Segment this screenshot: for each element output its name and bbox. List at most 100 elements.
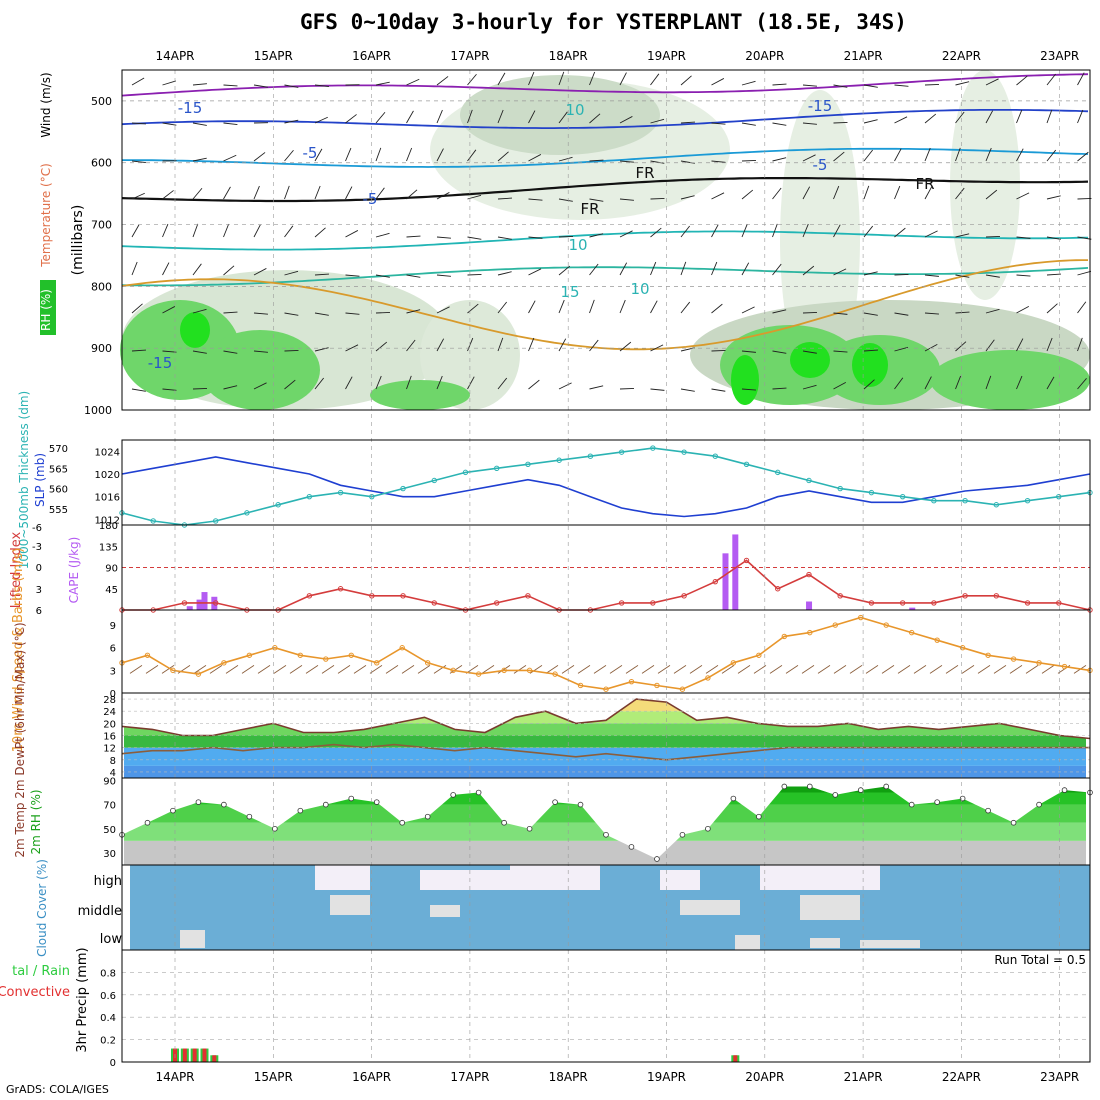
wind-barb [131,160,146,164]
rh-marker [883,783,890,790]
wind-barb [650,261,657,276]
wind10-barb [337,665,351,674]
wind-barb [1077,151,1089,162]
date-tick-top: 22APR [942,49,981,63]
wind10-barb [1009,665,1023,674]
wind-barb [619,160,634,163]
wind-barb [162,80,177,86]
li-line [122,559,1091,611]
wind10-barb [289,665,303,674]
wind-barb [558,265,571,276]
rh-marker [450,792,456,798]
date-tick-top: 16APR [352,49,391,63]
wind-barb [436,274,451,277]
contour-label: FR [915,175,934,193]
ua-ytick: 800 [91,280,112,293]
wind10-barb [1041,665,1055,674]
wind-barb [833,84,848,88]
wind-barb [863,185,870,200]
contour-label: -5 [363,190,378,208]
wind10-barb [721,665,735,674]
wind-barb [467,303,479,314]
cloud-patch [330,895,370,915]
date-tick-bottom: 16APR [352,1070,391,1084]
wind-barb [924,312,939,315]
cloud-background [130,865,1090,950]
wind-barb [711,350,726,352]
wind-barb [284,312,299,316]
cloud-row-label: high [94,874,122,889]
precip-conv-bar [212,1055,217,1062]
li-line-marker [775,586,781,592]
wind-barb [711,224,719,238]
wind-barb [833,121,848,124]
wind-barb [131,77,145,86]
wind-barb [1046,273,1061,276]
wind-barb [619,116,633,124]
contour-label: FR [580,200,599,218]
wind-barb [680,75,692,86]
date-tick-bottom: 23APR [1040,1070,1079,1084]
rh-marker [985,807,991,814]
ua-ytick: 500 [91,95,112,108]
wind-barb [406,189,418,200]
cloud-patch [760,865,880,890]
wind10-barb [849,665,863,674]
contour-label: 10 [565,101,584,119]
wind-barb [375,81,390,86]
rh-marker [730,795,737,802]
wind10-barb [705,665,719,674]
cloud-row-label: low [100,932,123,947]
rh-marker [348,795,355,802]
wind-barb [833,224,841,238]
wind-barb [833,151,845,162]
wind-barb [162,350,177,353]
temp-ytick: 20 [103,719,116,730]
wind10-barb [897,665,911,674]
wind10-barb [129,665,143,674]
wind-barb [772,187,782,200]
wind-barb [528,110,536,124]
wind10-barb [801,665,815,674]
wind-barb [985,308,1000,314]
wind-barb [223,186,231,200]
panel-frame [121,439,1091,526]
wind-barb [467,73,477,86]
wind-barb [406,339,416,352]
wind-barb [924,230,938,238]
rh-label: RH (%) [39,289,53,331]
wind-barb [589,159,604,162]
wind-barb [589,198,604,202]
wind10-barb [625,665,639,674]
wind-barb [223,223,230,238]
precip-ytick: 0.8 [100,968,116,979]
date-tick-bottom: 14APR [155,1070,194,1084]
wind-barb [467,149,477,162]
slp-ytick: 1012 [95,515,120,526]
wind-barb [772,122,787,126]
wind-barb [131,192,145,200]
date-tick-top: 19APR [647,49,686,63]
wind-barb [192,187,203,200]
wind-barb [406,309,421,314]
wind-barb [223,311,238,314]
wind-barb [680,195,695,200]
wind-barb [497,271,512,276]
wind-barb [955,81,970,86]
wind-barb [192,157,207,162]
wind10-barb [401,665,415,674]
wind10-barb [513,665,527,674]
wind-barb [528,268,542,276]
wind-barb [1077,109,1084,124]
cloud-patch [810,938,840,948]
wind10-barb [225,665,239,674]
wind-barb [436,338,445,352]
date-tick-bottom: 18APR [549,1070,588,1084]
rh-ytick: 30 [103,849,116,860]
wind-barb [1046,303,1058,314]
wind-barb [436,109,443,124]
wind-barb [894,227,906,238]
wind-barb [223,350,238,354]
contour-label: FR [635,164,654,182]
